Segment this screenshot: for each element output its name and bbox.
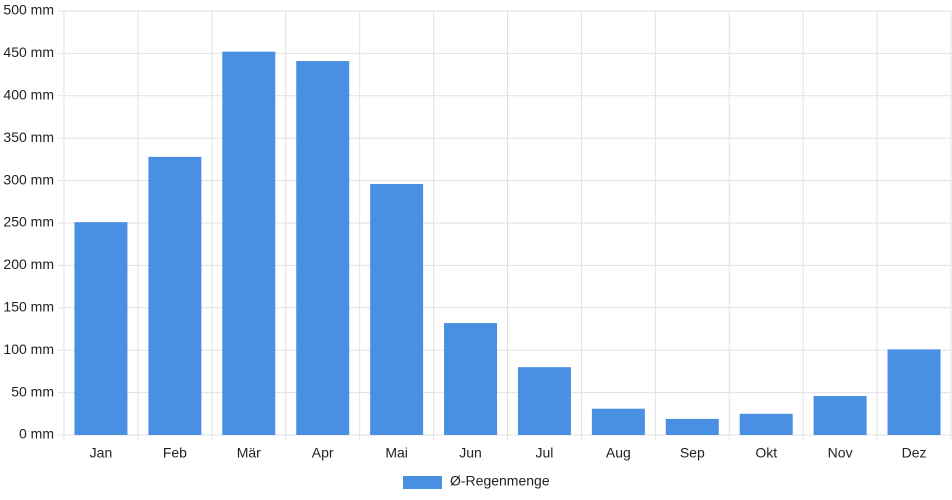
- x-tick-label: Jul: [536, 445, 554, 461]
- x-tick-label: Aug: [606, 445, 631, 461]
- bar: [370, 183, 424, 435]
- bar: [296, 61, 350, 435]
- x-tick-label: Dez: [902, 445, 927, 461]
- y-tick-label: 300 mm: [3, 171, 54, 187]
- y-tick-label: 0 mm: [19, 426, 54, 442]
- y-tick-label: 50 mm: [11, 383, 54, 399]
- x-tick-label: Jan: [90, 445, 113, 461]
- x-tick-label: Mai: [385, 445, 408, 461]
- bar: [148, 156, 202, 435]
- x-tick-label: Feb: [163, 445, 187, 461]
- x-tick-label: Okt: [755, 445, 777, 461]
- x-tick-label: Sep: [680, 445, 705, 461]
- bar: [813, 395, 867, 435]
- x-tick-label: Jun: [459, 445, 482, 461]
- x-tick-label: Apr: [312, 445, 334, 461]
- y-tick-label: 350 mm: [3, 129, 54, 145]
- legend-swatch: [403, 476, 442, 489]
- x-tick-label: Mär: [237, 445, 261, 461]
- x-tick-label: Nov: [828, 445, 853, 461]
- y-tick-label: 400 mm: [3, 87, 54, 103]
- y-tick-label: 150 mm: [3, 299, 54, 315]
- bar: [222, 51, 276, 435]
- bar: [591, 408, 645, 435]
- bar: [517, 367, 571, 435]
- y-tick-label: 500 mm: [3, 2, 54, 18]
- y-tick-label: 450 mm: [3, 44, 54, 60]
- bar: [74, 222, 128, 435]
- y-tick-label: 100 mm: [3, 341, 54, 357]
- y-tick-label: 200 mm: [3, 256, 54, 272]
- bar: [665, 418, 719, 435]
- y-tick-label: 250 mm: [3, 214, 54, 230]
- legend-label: Ø-Regenmenge: [450, 473, 550, 489]
- bar: [739, 413, 793, 435]
- bar: [887, 349, 941, 435]
- bar: [444, 323, 498, 435]
